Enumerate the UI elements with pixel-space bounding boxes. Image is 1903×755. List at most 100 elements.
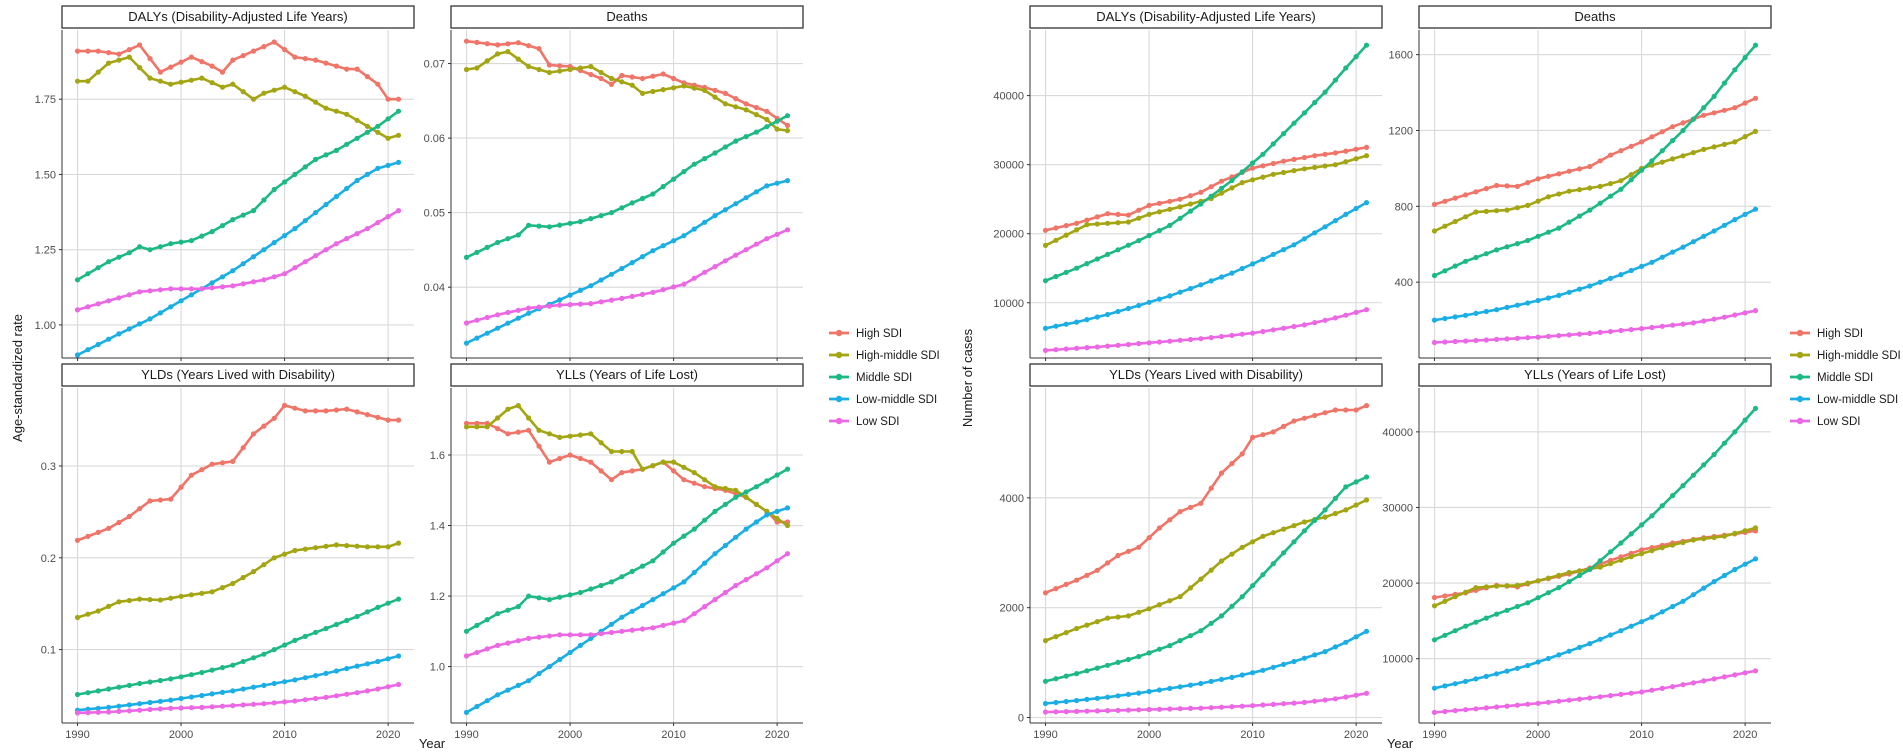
- data-point: [567, 452, 573, 458]
- data-point: [1628, 267, 1634, 274]
- data-point: [1332, 150, 1338, 156]
- data-point: [588, 635, 594, 642]
- legend-right: High SDI High-middle SDI Middle SDI Low-mid…: [1790, 328, 1901, 428]
- data-point: [681, 83, 687, 89]
- data-point: [546, 664, 553, 670]
- data-point: [1690, 320, 1696, 326]
- legend-key-point: [835, 395, 843, 403]
- data-point: [1628, 172, 1634, 178]
- data-point: [282, 179, 288, 185]
- data-point: [712, 551, 718, 557]
- panel-7: YLDs (Years Lived with Disability) 0 2000 4…: [1000, 363, 1383, 741]
- data-point: [1649, 162, 1655, 168]
- data-point: [1322, 410, 1328, 416]
- data-point: [271, 680, 277, 687]
- data-point: [1125, 242, 1131, 248]
- data-point: [505, 640, 511, 646]
- data-point: [1053, 586, 1059, 592]
- data-point: [1690, 592, 1696, 598]
- data-point: [147, 288, 153, 294]
- data-point: [1514, 241, 1520, 247]
- data-point: [1742, 100, 1748, 106]
- data-point: [292, 171, 298, 177]
- data-point: [1442, 632, 1448, 638]
- data-point: [505, 320, 511, 326]
- data-point: [1431, 685, 1438, 691]
- data-point: [1063, 630, 1069, 636]
- data-point: [1322, 89, 1328, 95]
- data-point: [1115, 220, 1121, 226]
- data-point: [1218, 185, 1225, 191]
- data-point: [230, 217, 236, 223]
- data-point: [240, 89, 246, 95]
- data-point: [774, 180, 780, 186]
- data-point: [95, 69, 101, 75]
- data-point: [1074, 345, 1080, 351]
- data-point: [1208, 485, 1214, 491]
- data-point: [1291, 120, 1297, 126]
- data-point: [526, 63, 532, 70]
- data-point: [1312, 412, 1318, 419]
- data-point: [106, 686, 112, 692]
- data-point: [1239, 331, 1245, 337]
- data-point: [1363, 144, 1370, 150]
- panel-3: YLDs (Years Lived with Disability) 0.1 0.2…: [41, 363, 415, 741]
- data-point: [608, 297, 615, 303]
- data-point: [681, 477, 687, 483]
- y-tick-label: 30000: [1382, 502, 1413, 514]
- data-point: [1483, 673, 1489, 680]
- data-point: [1270, 327, 1276, 333]
- data-point: [650, 558, 656, 564]
- data-point: [588, 63, 594, 70]
- data-point: [333, 542, 339, 548]
- data-point: [1545, 699, 1551, 705]
- data-point: [1556, 698, 1562, 704]
- data-point: [743, 526, 749, 532]
- x-tick-label: 1990: [65, 729, 89, 741]
- data-point: [1053, 634, 1059, 640]
- data-point: [753, 112, 760, 118]
- data-point: [1250, 670, 1256, 676]
- data-point: [557, 656, 563, 663]
- data-point: [1494, 307, 1500, 313]
- data-point: [354, 117, 360, 123]
- data-point: [199, 704, 205, 711]
- data-point: [199, 233, 205, 239]
- data-point: [691, 569, 697, 576]
- data-point: [1628, 554, 1634, 560]
- data-point: [629, 82, 635, 88]
- data-point: [505, 607, 511, 613]
- data-point: [650, 289, 656, 295]
- data-point: [1483, 584, 1489, 590]
- data-point: [1670, 603, 1676, 610]
- data-point: [1074, 577, 1080, 583]
- data-point: [1250, 583, 1256, 589]
- data-point: [85, 611, 91, 617]
- data-point: [230, 688, 236, 694]
- data-point: [743, 489, 749, 495]
- y-tick-label: 1.50: [35, 169, 56, 181]
- data-point: [1628, 177, 1634, 183]
- data-point: [302, 546, 308, 552]
- data-point: [1711, 144, 1717, 150]
- data-point: [1343, 484, 1349, 490]
- data-point: [536, 427, 542, 433]
- data-point: [1721, 141, 1727, 147]
- data-point: [364, 74, 370, 80]
- data-point: [1504, 583, 1510, 589]
- data-point: [681, 233, 687, 239]
- data-point: [536, 634, 542, 640]
- data-point: [619, 628, 625, 634]
- data-point: [1187, 193, 1194, 199]
- data-point: [1146, 211, 1152, 217]
- data-point: [608, 75, 615, 82]
- data-point: [608, 271, 615, 277]
- data-point: [188, 694, 194, 700]
- data-point: [495, 312, 501, 318]
- data-point: [188, 238, 194, 244]
- data-point: [1566, 697, 1572, 703]
- data-point: [271, 240, 277, 246]
- data-point: [1649, 259, 1655, 265]
- data-point: [1115, 342, 1121, 348]
- data-point: [495, 415, 501, 421]
